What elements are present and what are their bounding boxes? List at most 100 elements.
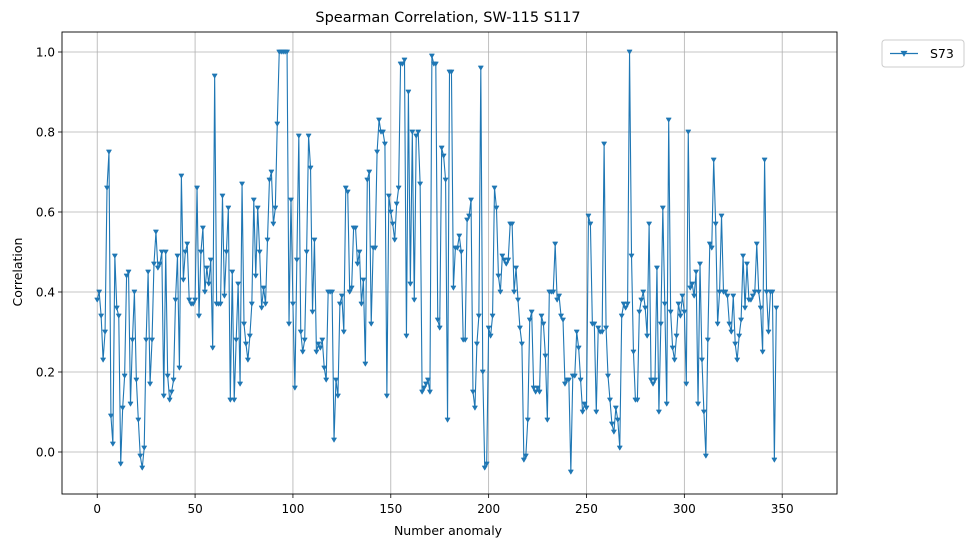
data-point (518, 341, 525, 347)
data-point (753, 241, 760, 247)
data-point (610, 429, 617, 435)
data-point (219, 193, 226, 199)
data-point (454, 245, 461, 251)
data-point (428, 53, 435, 59)
data-point (354, 261, 361, 267)
data-point (698, 357, 705, 363)
data-point (481, 465, 488, 471)
data-point (256, 249, 263, 255)
data-point (671, 357, 678, 363)
data-point (186, 297, 193, 303)
data-point (192, 297, 199, 303)
data-point (653, 265, 660, 271)
data-point (604, 373, 612, 379)
data-point (532, 389, 539, 395)
data-point (401, 57, 408, 63)
data-point (479, 369, 486, 375)
data-point (542, 353, 549, 359)
data-point (417, 181, 424, 187)
data-point (284, 49, 291, 55)
data-point (227, 397, 234, 403)
data-point (411, 297, 418, 303)
data-point (172, 297, 179, 303)
y-axis-label: Correlation (10, 238, 25, 307)
legend: S73 (881, 39, 965, 68)
data-point (330, 437, 338, 443)
data-point (248, 301, 255, 307)
data-point (620, 301, 627, 307)
plot-frame (61, 31, 838, 495)
data-point (381, 141, 388, 147)
data-point (646, 221, 653, 227)
data-point (712, 221, 719, 227)
data-point (419, 389, 426, 395)
data-point (473, 341, 480, 347)
data-point (372, 245, 379, 251)
data-point (246, 333, 253, 339)
data-point (424, 377, 432, 383)
data-point (634, 397, 641, 403)
data-point (346, 289, 353, 295)
data-point (239, 181, 246, 187)
data-point (391, 237, 398, 243)
data-point (336, 301, 343, 307)
data-point (293, 257, 300, 263)
data-point (233, 337, 240, 343)
data-point (628, 253, 635, 259)
data-point (307, 165, 314, 171)
data-point (102, 329, 109, 335)
data-point (217, 301, 224, 307)
x-tick-label: 50 (187, 502, 202, 516)
data-point (297, 329, 304, 335)
data-point (667, 309, 674, 315)
data-point (440, 153, 447, 159)
data-point (669, 345, 676, 351)
data-point (444, 417, 451, 423)
legend-box (881, 39, 965, 68)
x-tick-label: 200 (477, 502, 500, 516)
data-point (593, 409, 600, 415)
data-point (260, 285, 267, 291)
data-point (626, 49, 633, 55)
data-point (244, 357, 251, 363)
data-point (432, 61, 439, 67)
data-point (448, 69, 455, 75)
data-point (176, 365, 183, 371)
data-point (415, 129, 422, 135)
data-point (158, 249, 165, 255)
data-point (348, 285, 355, 291)
data-point (601, 141, 608, 147)
data-point (751, 289, 758, 295)
data-point (458, 249, 465, 255)
data-point (305, 133, 312, 139)
data-point (700, 409, 707, 415)
data-point (129, 337, 136, 343)
data-point (356, 249, 363, 255)
data-point (301, 337, 308, 343)
data-point (393, 201, 400, 207)
data-point (436, 325, 443, 331)
data-point (139, 465, 146, 471)
data-point (499, 253, 506, 259)
data-point (483, 461, 490, 467)
data-point (344, 189, 351, 195)
data-point (638, 297, 645, 303)
data-point (299, 349, 306, 355)
data-point (573, 329, 580, 335)
data-point (422, 381, 430, 387)
data-point (121, 373, 128, 379)
data-point (714, 321, 721, 327)
data-point (550, 289, 557, 295)
legend-label-s73: S73 (930, 46, 954, 61)
data-point (769, 289, 776, 295)
data-point (133, 377, 140, 383)
x-tick-label: 150 (379, 502, 402, 516)
x-tick-label: 250 (575, 502, 598, 516)
data-point (221, 293, 228, 299)
data-point (399, 61, 406, 67)
data-point (366, 169, 373, 175)
data-point (622, 305, 629, 311)
x-tick-label: 350 (771, 502, 794, 516)
data-point (558, 313, 565, 319)
data-point (489, 313, 496, 319)
